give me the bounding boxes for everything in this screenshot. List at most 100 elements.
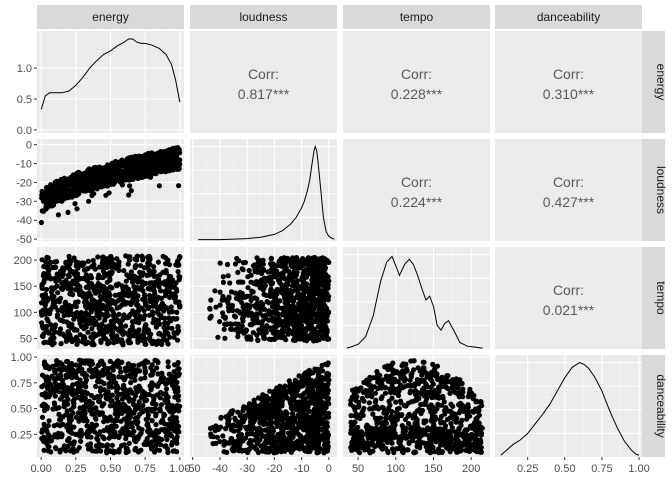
scatter-point <box>285 287 291 293</box>
scatter-point <box>75 260 81 266</box>
scatter-point <box>288 262 294 268</box>
scatter-point <box>58 341 64 347</box>
scatter-point <box>174 161 180 167</box>
scatter-point <box>77 405 83 411</box>
scatter-point <box>174 419 180 425</box>
scatter-point <box>106 190 112 196</box>
scatter-point <box>152 301 159 307</box>
scatter-point <box>322 277 328 283</box>
panel-loudness-danceability: Corr:0.427*** <box>495 139 642 241</box>
scatter-point <box>297 265 303 271</box>
scatter-point <box>90 257 96 264</box>
scatter-point <box>77 276 84 282</box>
scatter-point <box>253 413 259 419</box>
scatter-point <box>88 392 95 399</box>
scatter-point <box>72 201 78 207</box>
scatter-point <box>307 425 313 431</box>
scatter-point <box>299 415 305 421</box>
scatter-point <box>311 298 317 304</box>
scatter-point <box>81 418 87 424</box>
scatter-point <box>105 389 111 395</box>
scatter-point <box>126 275 132 281</box>
scatter-point <box>41 271 47 277</box>
scatter-point <box>112 292 118 298</box>
scatter-point <box>120 172 126 178</box>
scatter-point <box>96 272 102 278</box>
scatter-point <box>214 434 220 440</box>
scatter-point <box>268 255 275 261</box>
scatter-point <box>78 438 84 444</box>
scatter-point <box>170 154 176 160</box>
scatter-point <box>103 286 110 292</box>
corr-value: 0.224*** <box>391 194 443 210</box>
scatter-point <box>93 405 99 411</box>
scatter-point <box>52 285 58 291</box>
scatter-point <box>127 387 133 393</box>
scatter-point <box>43 327 50 333</box>
scatter-point <box>93 368 99 374</box>
scatter-point <box>45 318 51 324</box>
panel-loudness-energy <box>37 139 184 241</box>
scatter-point <box>91 322 97 328</box>
scatter-point <box>223 414 229 420</box>
density-line-loudness <box>198 144 335 241</box>
scatter-point <box>305 408 311 414</box>
scatter-point <box>220 279 226 285</box>
scatter-point <box>68 269 74 275</box>
scatter-point <box>86 367 92 373</box>
scatter-point <box>109 365 115 371</box>
scatter-point <box>63 393 69 399</box>
panel-bg <box>190 139 337 241</box>
scatter-point <box>273 335 280 341</box>
scatter-point <box>147 261 153 267</box>
scatter-point <box>150 393 156 399</box>
scatter-point <box>71 316 77 322</box>
scatter-point <box>299 408 305 414</box>
scatter-point <box>280 319 286 325</box>
scatter-point <box>100 434 106 440</box>
scatter-point <box>254 319 260 325</box>
scatter-point <box>244 311 250 317</box>
scatter-point <box>284 424 290 430</box>
scatter-point <box>166 371 172 377</box>
scatter-point <box>283 440 289 446</box>
scatter-point <box>73 276 79 282</box>
scatter-point <box>316 425 322 431</box>
scatter-point <box>98 379 105 385</box>
scatter-point <box>224 449 230 455</box>
scatter-point <box>111 313 117 319</box>
scatter-point <box>91 262 97 268</box>
scatter-point <box>225 273 231 279</box>
scatter-point <box>296 438 302 444</box>
scatter-point <box>173 437 180 443</box>
scatter-point <box>168 433 174 439</box>
scatter-point <box>94 448 100 454</box>
scatter-point <box>322 361 328 367</box>
scatter-point <box>69 389 75 395</box>
scatter-point <box>101 401 107 407</box>
scatter-point <box>255 337 261 344</box>
scatter-point <box>71 424 77 430</box>
scatter-point <box>87 358 93 364</box>
scatter-point <box>220 310 226 316</box>
scatter-point <box>258 299 264 306</box>
panel-tempo-energy <box>37 247 184 349</box>
scatter-point <box>138 263 144 269</box>
scatter-point <box>251 400 257 406</box>
scatter-point <box>287 307 294 313</box>
scatter-point <box>96 362 102 368</box>
scatter-point <box>134 334 140 340</box>
scatter-point <box>235 334 241 340</box>
scatter-point <box>39 333 46 339</box>
scatter-point <box>89 326 95 332</box>
scatter-point <box>260 396 266 402</box>
scatter-point <box>312 366 318 372</box>
scatter-point <box>126 340 132 346</box>
scatter-point <box>118 418 124 424</box>
scatter-point <box>156 164 162 170</box>
scatter-point <box>318 306 324 312</box>
scatter-point <box>147 286 153 292</box>
scatter-point <box>148 372 154 378</box>
scatter-point <box>104 295 110 301</box>
scatter-point <box>247 293 253 299</box>
